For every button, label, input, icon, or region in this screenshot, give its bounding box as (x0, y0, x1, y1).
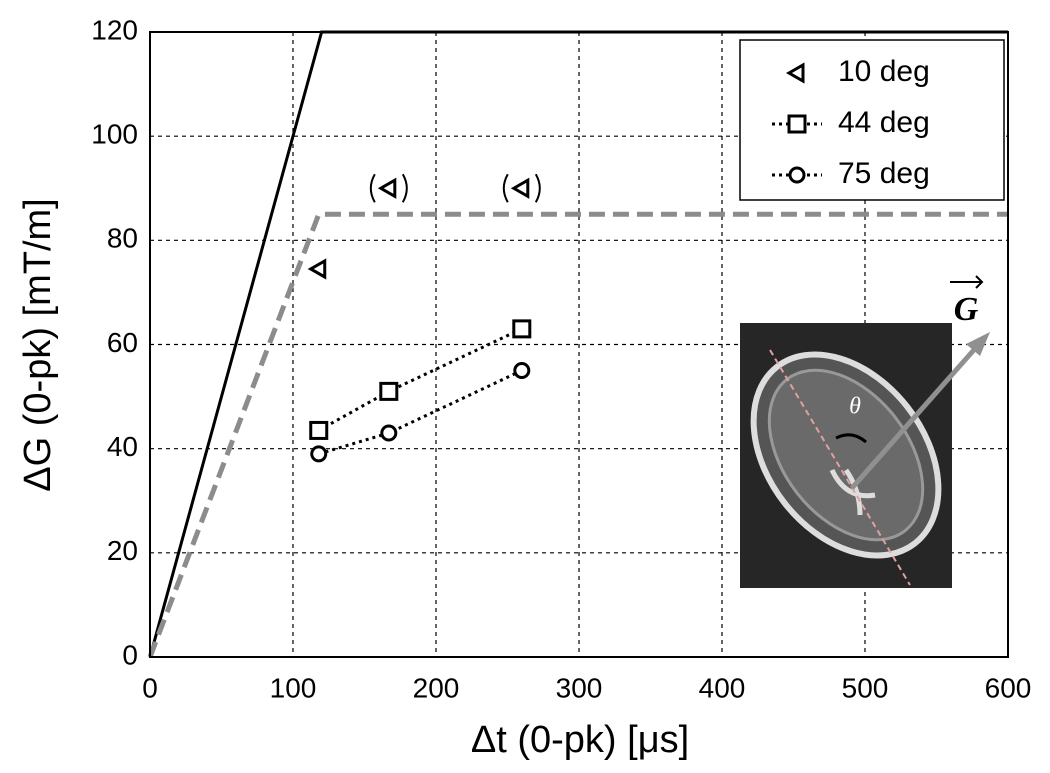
legend-label: 44 deg (838, 106, 930, 139)
angle-label: θ (849, 394, 861, 420)
x-tick-label: 100 (270, 672, 317, 703)
x-tick-label: 0 (142, 672, 158, 703)
bracket (401, 173, 408, 203)
ventricles (829, 468, 876, 516)
y-tick-label: 120 (91, 14, 138, 45)
legend: 10 deg 44 deg 75 deg (772, 55, 930, 190)
y-tick-label: 60 (107, 327, 138, 358)
vector-arrow (950, 275, 984, 289)
y-tick-label: 20 (107, 535, 138, 566)
marker (379, 381, 399, 401)
marker (310, 445, 328, 463)
legend-label: 75 deg (838, 157, 930, 190)
axis-line (769, 349, 911, 586)
bracket (534, 173, 541, 203)
y-tick-label: 80 (107, 223, 138, 254)
x-axis-label: Δt (0-pk) [μs] (471, 719, 689, 761)
marker (307, 258, 327, 280)
marker (785, 62, 805, 84)
arrow-head (966, 332, 990, 356)
gradient-arrow (850, 341, 982, 490)
series-line (147, 211, 1008, 658)
y-tick-label: 100 (91, 119, 138, 150)
y-axis-label: ΔG (0-pk) [mT/m] (17, 198, 59, 491)
marker (377, 177, 397, 199)
marker (787, 114, 807, 134)
marker (380, 424, 398, 442)
marker (788, 166, 806, 184)
legend-label: 10 deg (838, 55, 930, 88)
x-tick-label: 500 (842, 672, 889, 703)
x-tick-label: 400 (699, 672, 746, 703)
marker (309, 420, 329, 440)
vector-label: G (954, 291, 979, 328)
bracket (369, 173, 376, 203)
marker (513, 362, 531, 380)
plot-frame (149, 31, 1009, 658)
x-tick-label: 600 (985, 672, 1032, 703)
legend-box (739, 39, 1005, 201)
x-tick-label: 200 (413, 672, 460, 703)
marker (512, 319, 532, 339)
x-tick-label: 300 (556, 672, 603, 703)
bracket (502, 173, 509, 203)
y-tick-label: 40 (107, 431, 138, 462)
marker (510, 177, 530, 199)
inset-image: θ G (740, 275, 990, 588)
y-tick-label: 0 (122, 639, 138, 670)
angle-arc (835, 433, 867, 444)
